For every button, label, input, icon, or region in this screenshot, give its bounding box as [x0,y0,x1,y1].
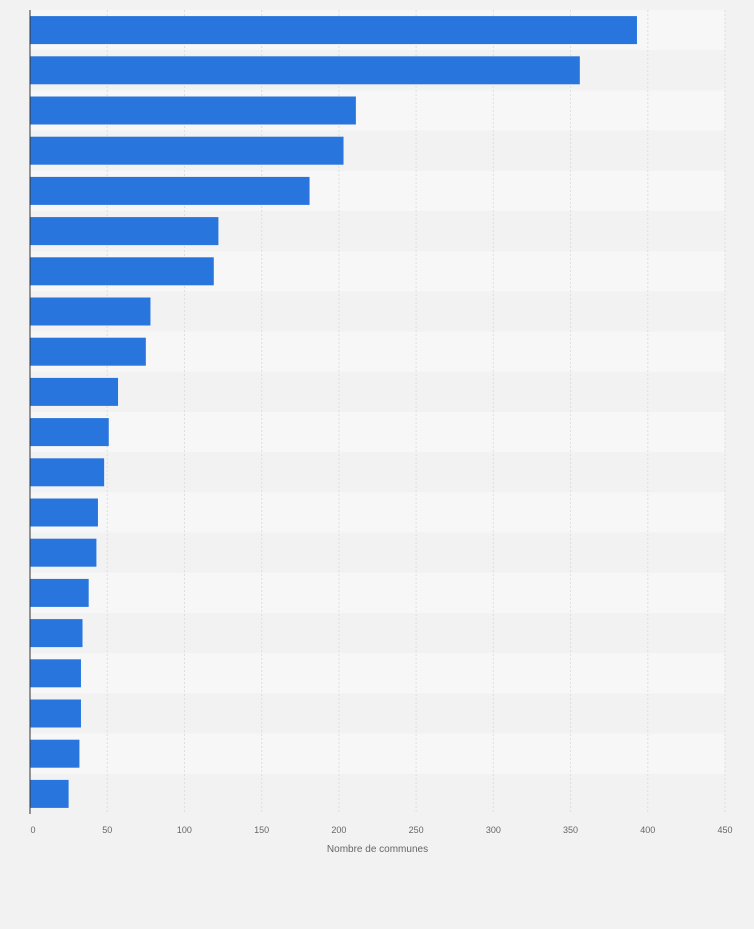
row-band [30,572,725,613]
bar [30,257,214,286]
x-tick-label: 450 [717,825,732,835]
bar [30,538,97,567]
bar [30,56,580,85]
bar [30,739,80,768]
bar [30,217,219,246]
x-tick-label: 100 [177,825,192,835]
x-tick-label: 200 [331,825,346,835]
bar [30,297,151,326]
bar [30,176,310,205]
row-band [30,653,725,694]
x-tick-label: 250 [409,825,424,835]
bar [30,16,637,45]
bar [30,458,105,487]
row-band [30,412,725,453]
x-tick-label: 50 [102,825,112,835]
row-band [30,733,725,774]
row-band [30,492,725,533]
row-band [30,773,725,814]
row-band [30,452,725,493]
row-band [30,371,725,412]
row-band [30,693,725,734]
bar [30,578,89,607]
row-bands [30,10,725,814]
bar [30,699,81,728]
x-tick-label: 300 [486,825,501,835]
row-band [30,532,725,573]
bar [30,779,69,808]
bar [30,498,98,527]
bar-series [30,16,637,808]
bar [30,96,356,125]
x-tick-label: 0 [30,825,35,835]
row-band [30,613,725,654]
bar [30,136,344,165]
bar [30,619,83,648]
bar [30,659,81,688]
bar [30,418,109,447]
bar [30,377,119,406]
x-axis-tick-labels: 0 50 100 150 200 250 300 350 400 450 [30,825,732,835]
x-tick-label: 150 [254,825,269,835]
bar [30,337,146,366]
x-tick-label: 400 [640,825,655,835]
x-axis-title: Nombre de communes [327,844,428,855]
x-tick-label: 350 [563,825,578,835]
